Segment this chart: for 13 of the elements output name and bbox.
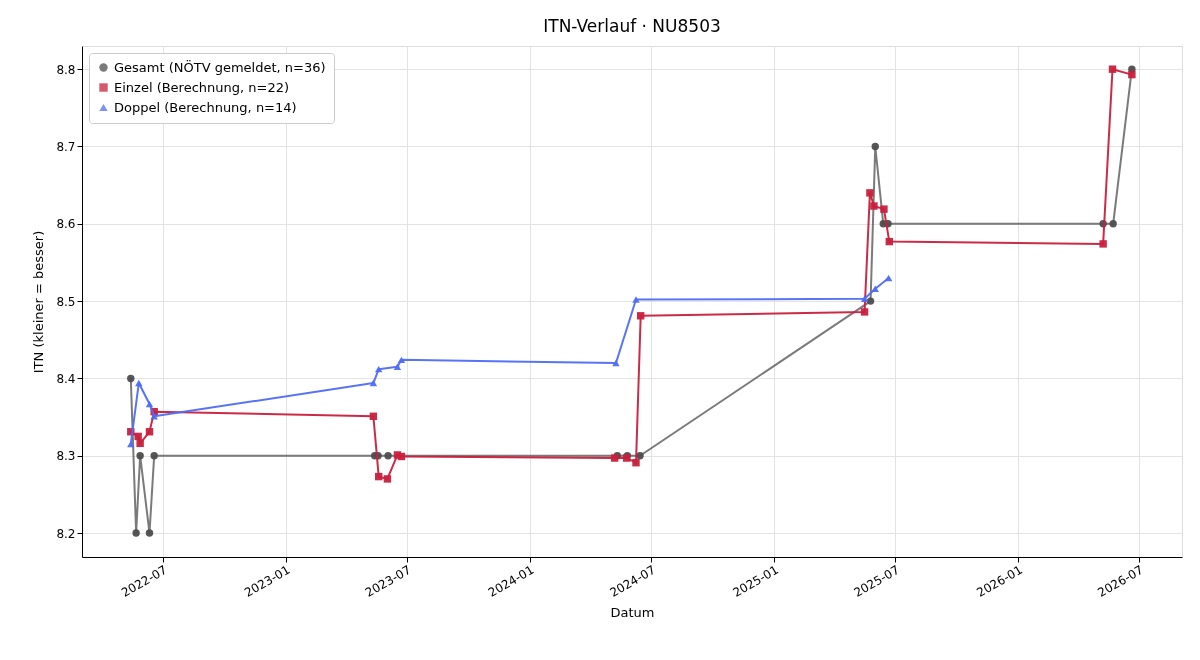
chart-title: ITN-Verlauf · NU8503 — [543, 16, 721, 36]
y-axis-title: ITN (kleiner = besser) — [31, 230, 47, 374]
y-tick-label: 8.7 — [56, 140, 76, 154]
legend-label: Gesamt (NÖTV gemeldet, n=36) — [114, 58, 326, 75]
y-tick-label: 8.2 — [56, 526, 76, 541]
x-axis-title: Datum — [610, 605, 655, 621]
y-tick-label: 8.3 — [56, 449, 76, 464]
y-tick-label: 8.4 — [56, 371, 76, 386]
y-tick-label: 8.6 — [56, 217, 76, 232]
y-tick-label: 8.5 — [56, 294, 76, 309]
legend-label: Doppel (Berechnung, n=14) — [114, 99, 297, 115]
legend-label: Einzel (Berechnung, n=22) — [114, 79, 290, 95]
y-tick-label: 8.8 — [56, 62, 76, 77]
